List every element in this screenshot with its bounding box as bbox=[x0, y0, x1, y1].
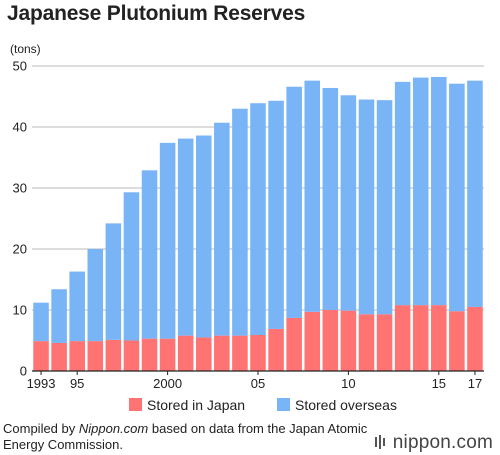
bar-japan-2001 bbox=[177, 335, 194, 371]
legend-label-overseas: Stored overseas bbox=[295, 397, 397, 413]
bar-overseas-1996 bbox=[87, 249, 104, 342]
axes: 0 10 20 30 40 50 1993 95 2000 05 10 15 17 bbox=[13, 59, 484, 391]
brand-logo: nippon.com bbox=[374, 432, 493, 454]
bar-overseas-1998 bbox=[123, 192, 140, 341]
bar-japan-2005 bbox=[250, 335, 266, 371]
bar-japan-2012 bbox=[376, 314, 393, 371]
bar-overseas-2002 bbox=[195, 135, 212, 338]
bar-japan-2011 bbox=[358, 314, 375, 371]
bar-overseas-1995 bbox=[69, 271, 85, 342]
bar-japan-2010 bbox=[340, 310, 357, 371]
source-suffix: based on data from the Japan Atomic Ener… bbox=[3, 421, 368, 452]
x-tick-label-2000: 2000 bbox=[153, 376, 182, 391]
source-prefix: Compiled by bbox=[3, 421, 79, 436]
y-axis-unit-label: (tons) bbox=[10, 42, 41, 56]
brand-mark-icon bbox=[374, 435, 385, 449]
bar-overseas-1994 bbox=[51, 289, 67, 343]
bar-overseas-2010 bbox=[340, 95, 357, 311]
legend-swatch-overseas bbox=[277, 398, 290, 411]
x-tick-label-2005: 05 bbox=[251, 376, 265, 391]
bar-overseas-2017 bbox=[467, 80, 483, 307]
bar-overseas-2013 bbox=[394, 81, 411, 306]
bar-overseas-2000 bbox=[159, 142, 176, 339]
bar-japan-2014 bbox=[412, 305, 429, 371]
bar-japan-2009 bbox=[322, 310, 339, 371]
brand-text: nippon.com bbox=[392, 432, 493, 453]
bar-overseas-2012 bbox=[376, 100, 393, 315]
bar-japan-2008 bbox=[304, 311, 321, 371]
bar-overseas-2015 bbox=[431, 76, 447, 306]
legend-swatch-japan bbox=[129, 398, 142, 411]
bar-japan-1999 bbox=[141, 338, 158, 371]
bar-overseas-2008 bbox=[304, 80, 321, 312]
bar-overseas-2011 bbox=[358, 99, 375, 315]
bar-japan-2003 bbox=[214, 335, 230, 371]
source-note: Compiled by Nippon.com based on data fro… bbox=[3, 421, 373, 453]
bar-japan-2013 bbox=[394, 305, 411, 371]
bar-japan-1994 bbox=[51, 342, 67, 371]
bar-overseas-2003 bbox=[214, 122, 230, 336]
x-tick-label-2015: 15 bbox=[432, 376, 446, 391]
y-tick-label-50: 50 bbox=[13, 59, 27, 74]
y-tick-label-30: 30 bbox=[13, 181, 27, 196]
bar-japan-2002 bbox=[195, 337, 212, 371]
bar-overseas-2014 bbox=[412, 77, 429, 306]
bar-japan-1998 bbox=[123, 340, 140, 371]
y-tick-label-40: 40 bbox=[13, 120, 27, 135]
legend-label-japan: Stored in Japan bbox=[147, 397, 245, 413]
bar-overseas-2016 bbox=[449, 83, 465, 312]
bars bbox=[33, 76, 483, 371]
bar-overseas-2006 bbox=[268, 100, 284, 329]
bar-overseas-2009 bbox=[322, 87, 339, 311]
bar-japan-2006 bbox=[268, 328, 284, 371]
bar-overseas-1997 bbox=[105, 223, 122, 340]
bar-japan-2017 bbox=[467, 306, 483, 371]
bar-overseas-2001 bbox=[177, 138, 194, 336]
source-site: Nippon.com bbox=[78, 421, 149, 436]
bar-overseas-2004 bbox=[232, 108, 248, 336]
bar-overseas-2007 bbox=[286, 86, 302, 318]
y-tick-label-10: 10 bbox=[13, 303, 27, 318]
bar-japan-2016 bbox=[449, 311, 465, 371]
bar-overseas-1993 bbox=[33, 302, 49, 342]
x-tick-label-1995: 95 bbox=[70, 376, 84, 391]
stacked-bar-chart: 0 10 20 30 40 50 1993 95 2000 05 10 15 17 (tons) Sto… bbox=[10, 42, 484, 413]
x-tick-label-2010: 10 bbox=[341, 376, 355, 391]
x-tick-label-2017: 17 bbox=[468, 376, 482, 391]
bar-japan-1995 bbox=[69, 341, 85, 371]
bar-japan-2004 bbox=[232, 335, 248, 371]
y-tick-label-0: 0 bbox=[20, 364, 27, 379]
bar-japan-2000 bbox=[159, 338, 176, 371]
chart-title: Japanese Plutonium Reserves bbox=[7, 2, 306, 25]
bar-japan-2007 bbox=[286, 317, 302, 371]
bar-overseas-1999 bbox=[141, 170, 158, 339]
bar-japan-1997 bbox=[105, 339, 122, 371]
bar-japan-1996 bbox=[87, 341, 104, 371]
y-tick-label-20: 20 bbox=[13, 242, 27, 257]
x-tick-label-1993: 1993 bbox=[27, 376, 56, 391]
legend: Stored in Japan Stored overseas bbox=[129, 397, 397, 413]
bar-overseas-2005 bbox=[250, 103, 266, 336]
bar-japan-1993 bbox=[33, 341, 49, 371]
bar-japan-2015 bbox=[431, 305, 447, 371]
